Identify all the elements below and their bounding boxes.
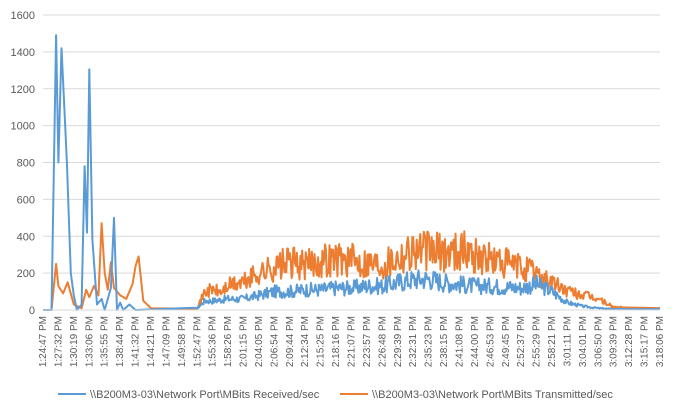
y-tick-label: 0 — [29, 305, 35, 317]
series-line — [43, 34, 661, 311]
x-tick-label: 1:24:47 PM — [38, 316, 49, 367]
x-tick-label: 3:09:39 PM — [609, 316, 620, 367]
series-lines — [43, 34, 661, 311]
x-tick-label: 1:44:21 PM — [146, 316, 157, 367]
x-tick-label: 2:23:57 PM — [362, 316, 373, 367]
y-tick-label: 1400 — [11, 47, 35, 59]
x-tick-label: 1:35:55 PM — [100, 316, 111, 367]
x-tick-label: 3:18:06 PM — [655, 316, 666, 367]
x-tick-label: 1:52:47 PM — [192, 316, 203, 367]
series-line — [43, 222, 661, 311]
x-tick-label: 1:47:09 PM — [161, 316, 172, 367]
x-tick-label: 2:12:34 PM — [300, 316, 311, 367]
x-tick-label: 2:41:08 PM — [454, 316, 465, 367]
x-tick-label: 1:58:26 PM — [223, 316, 234, 367]
y-tick-label: 400 — [17, 231, 35, 243]
x-tick-label: 2:44:00 PM — [470, 316, 481, 367]
x-tick-label: 2:52:37 PM — [516, 316, 527, 367]
x-tick-label: 2:21:07 PM — [347, 316, 358, 367]
grid — [43, 14, 660, 274]
y-tick-label: 1600 — [11, 10, 35, 22]
x-tick-label: 2:35:23 PM — [424, 316, 435, 367]
y-tick-label: 1200 — [11, 84, 35, 96]
x-tick-label: 1:33:06 PM — [84, 316, 95, 367]
x-tick-label: 3:06:50 PM — [593, 316, 604, 367]
x-tick-label: 2:15:25 PM — [316, 316, 327, 367]
x-tick-label: 2:04:05 PM — [254, 316, 265, 367]
y-tick-label: 200 — [17, 268, 35, 280]
x-tick-label: 3:15:17 PM — [640, 316, 651, 367]
y-tick-label: 800 — [17, 158, 35, 170]
x-tick-label: 2:26:48 PM — [377, 316, 388, 367]
x-tick-label: 3:01:11 PM — [562, 316, 573, 366]
legend-label: \\B200M3-03\Network Port\MBits Received/… — [90, 389, 320, 401]
x-tick-label: 2:32:31 PM — [408, 316, 419, 367]
y-tick-label: 1000 — [11, 121, 35, 133]
x-axis: 1:24:47 PM 1:27:32 PM 1:30:19 PM 1:33:06 PM… — [38, 316, 666, 367]
x-tick-label: 1:27:32 PM — [53, 316, 64, 367]
x-tick-label: 1:41:32 PM — [131, 316, 142, 367]
x-tick-label: 1:55:36 PM — [208, 316, 219, 367]
x-tick-label: 1:38:44 PM — [115, 316, 126, 367]
legend-label: \\B200M3-03\Network Port\MBits Transmitt… — [372, 389, 613, 401]
x-tick-label: 2:18:16 PM — [331, 316, 342, 367]
x-tick-label: 2:38:15 PM — [439, 316, 450, 367]
x-tick-label: 2:58:21 PM — [547, 316, 558, 367]
x-tick-label: 2:06:54 PM — [269, 316, 280, 367]
x-tick-label: 3:12:28 PM — [624, 316, 635, 367]
x-tick-label: 1:49:58 PM — [177, 316, 188, 367]
x-tick-label: 2:49:45 PM — [501, 316, 512, 367]
x-tick-label: 2:01:15 PM — [239, 316, 250, 367]
x-tick-label: 2:29:39 PM — [393, 316, 404, 367]
y-tick-label: 600 — [17, 194, 35, 206]
x-tick-label: 2:09:44 PM — [285, 316, 296, 367]
y-axis: 0 200 400 600 800 1000 1200 1400 1600 — [11, 10, 35, 317]
legend: \\B200M3-03\Network Port\MBits Received/… — [58, 389, 613, 401]
x-tick-label: 2:46:53 PM — [485, 316, 496, 367]
x-tick-label: 1:30:19 PM — [69, 316, 80, 367]
x-tick-label: 2:55:29 PM — [532, 316, 543, 367]
x-tick-label: 3:04:01 PM — [578, 316, 589, 367]
